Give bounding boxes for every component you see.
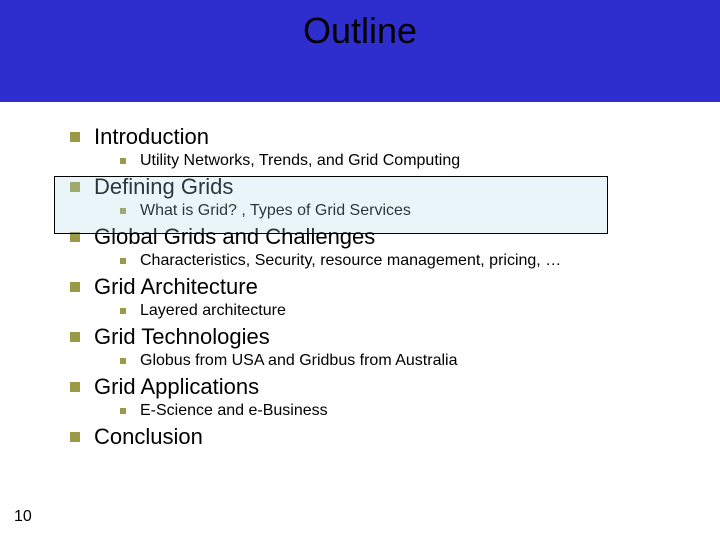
list-item: Grid Applications (70, 374, 720, 400)
list-item-label: Conclusion (94, 424, 203, 450)
list-item-label: Grid Applications (94, 374, 259, 400)
list-item: Introduction (70, 124, 720, 150)
slide-title: Outline (303, 10, 417, 52)
list-item-label: Global Grids and Challenges (94, 224, 375, 250)
list-item-label: Defining Grids (94, 174, 233, 200)
list-subitem-label: Globus from USA and Gridbus from Austral… (140, 352, 457, 370)
square-bullet-icon (70, 432, 80, 442)
list-item: Grid Technologies (70, 324, 720, 350)
square-bullet-icon (70, 282, 80, 292)
square-bullet-icon (120, 358, 126, 364)
list-item: Global Grids and Challenges (70, 224, 720, 250)
square-bullet-icon (70, 382, 80, 392)
list-item-label: Introduction (94, 124, 209, 150)
list-subitem-label: Characteristics, Security, resource mana… (140, 252, 561, 270)
list-subitem-label: Utility Networks, Trends, and Grid Compu… (140, 152, 460, 170)
list-item: Conclusion (70, 424, 720, 450)
title-band: Outline (0, 0, 720, 102)
square-bullet-icon (70, 332, 80, 342)
list-item: Grid Architecture (70, 274, 720, 300)
list-subitem: Layered architecture (120, 302, 720, 320)
list-subitem: Globus from USA and Gridbus from Austral… (120, 352, 720, 370)
list-subitem: Characteristics, Security, resource mana… (120, 252, 720, 270)
square-bullet-icon (120, 158, 126, 164)
list-item: Defining Grids (70, 174, 720, 200)
square-bullet-icon (120, 308, 126, 314)
list-subitem-label: Layered architecture (140, 302, 286, 320)
square-bullet-icon (120, 208, 126, 214)
square-bullet-icon (120, 258, 126, 264)
page-number: 10 (14, 508, 32, 526)
outline-content: Introduction Utility Networks, Trends, a… (0, 102, 720, 450)
square-bullet-icon (70, 182, 80, 192)
square-bullet-icon (70, 132, 80, 142)
list-subitem-label: E-Science and e-Business (140, 402, 328, 420)
square-bullet-icon (120, 408, 126, 414)
list-item-label: Grid Architecture (94, 274, 258, 300)
list-subitem: E-Science and e-Business (120, 402, 720, 420)
square-bullet-icon (70, 232, 80, 242)
list-subitem: What is Grid? , Types of Grid Services (120, 202, 720, 220)
list-subitem: Utility Networks, Trends, and Grid Compu… (120, 152, 720, 170)
list-item-label: Grid Technologies (94, 324, 270, 350)
list-subitem-label: What is Grid? , Types of Grid Services (140, 202, 411, 220)
